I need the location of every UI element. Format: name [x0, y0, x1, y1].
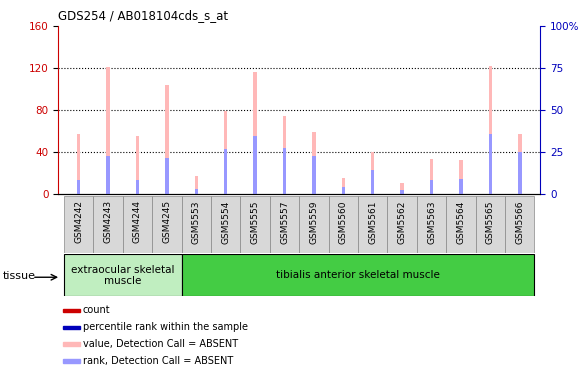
Bar	[518, 134, 522, 194]
Bar	[195, 189, 198, 194]
Bar	[400, 190, 404, 194]
Text: count: count	[83, 306, 110, 315]
Bar	[476, 196, 505, 253]
Text: extraocular skeletal
muscle: extraocular skeletal muscle	[71, 265, 174, 286]
Bar	[459, 179, 462, 194]
Bar	[77, 134, 80, 194]
Bar	[63, 343, 80, 346]
Text: GSM5554: GSM5554	[221, 200, 230, 244]
Bar	[459, 160, 462, 194]
Text: GSM5553: GSM5553	[192, 200, 201, 244]
Bar	[518, 152, 522, 194]
Text: GSM4245: GSM4245	[163, 200, 171, 243]
Bar	[342, 187, 345, 194]
Bar	[400, 183, 404, 194]
Bar	[299, 196, 329, 253]
Bar	[489, 134, 492, 194]
Text: GSM5561: GSM5561	[368, 200, 377, 244]
Text: GSM5560: GSM5560	[339, 200, 348, 244]
Text: GSM4243: GSM4243	[103, 200, 113, 243]
Text: value, Detection Call = ABSENT: value, Detection Call = ABSENT	[83, 339, 238, 349]
Bar	[505, 196, 535, 253]
Bar	[253, 72, 257, 194]
Bar	[136, 180, 139, 194]
Bar	[64, 254, 182, 296]
Bar	[430, 180, 433, 194]
Text: tibialis anterior skeletal muscle: tibialis anterior skeletal muscle	[276, 270, 440, 280]
Bar	[224, 149, 228, 194]
Bar	[358, 196, 388, 253]
Bar	[446, 196, 476, 253]
Bar	[371, 170, 375, 194]
Text: tissue: tissue	[3, 271, 36, 281]
Text: GDS254 / AB018104cds_s_at: GDS254 / AB018104cds_s_at	[58, 9, 228, 22]
Bar	[312, 156, 315, 194]
Bar	[63, 359, 80, 363]
Bar	[329, 196, 358, 253]
Bar	[182, 254, 535, 296]
Bar	[77, 180, 80, 194]
Text: GSM5559: GSM5559	[310, 200, 318, 244]
Bar	[489, 66, 492, 194]
Text: rank, Detection Call = ABSENT: rank, Detection Call = ABSENT	[83, 356, 233, 366]
Bar	[270, 196, 299, 253]
Bar	[312, 132, 315, 194]
Bar	[63, 325, 80, 329]
Bar	[63, 309, 80, 312]
Bar	[195, 176, 198, 194]
Text: GSM5563: GSM5563	[427, 200, 436, 244]
Bar	[283, 116, 286, 194]
Bar	[211, 196, 241, 253]
Bar	[253, 136, 257, 194]
Bar	[165, 158, 168, 194]
Bar	[283, 148, 286, 194]
Bar	[106, 156, 110, 194]
Bar	[417, 196, 446, 253]
Bar	[430, 159, 433, 194]
Bar	[123, 196, 152, 253]
Text: percentile rank within the sample: percentile rank within the sample	[83, 322, 248, 332]
Text: GSM5566: GSM5566	[515, 200, 524, 244]
Bar	[224, 111, 228, 194]
Text: GSM5557: GSM5557	[280, 200, 289, 244]
Bar	[106, 67, 110, 194]
Text: GSM5564: GSM5564	[457, 200, 465, 244]
Bar	[371, 152, 375, 194]
Text: GSM4242: GSM4242	[74, 200, 83, 243]
Bar	[342, 178, 345, 194]
Bar	[94, 196, 123, 253]
Text: GSM5562: GSM5562	[397, 200, 407, 244]
Bar	[152, 196, 182, 253]
Bar	[64, 196, 94, 253]
Text: GSM5565: GSM5565	[486, 200, 495, 244]
Text: GSM4244: GSM4244	[133, 200, 142, 243]
Bar	[241, 196, 270, 253]
Bar	[182, 196, 211, 253]
Bar	[136, 136, 139, 194]
Text: GSM5555: GSM5555	[250, 200, 260, 244]
Bar	[388, 196, 417, 253]
Bar	[165, 85, 168, 194]
